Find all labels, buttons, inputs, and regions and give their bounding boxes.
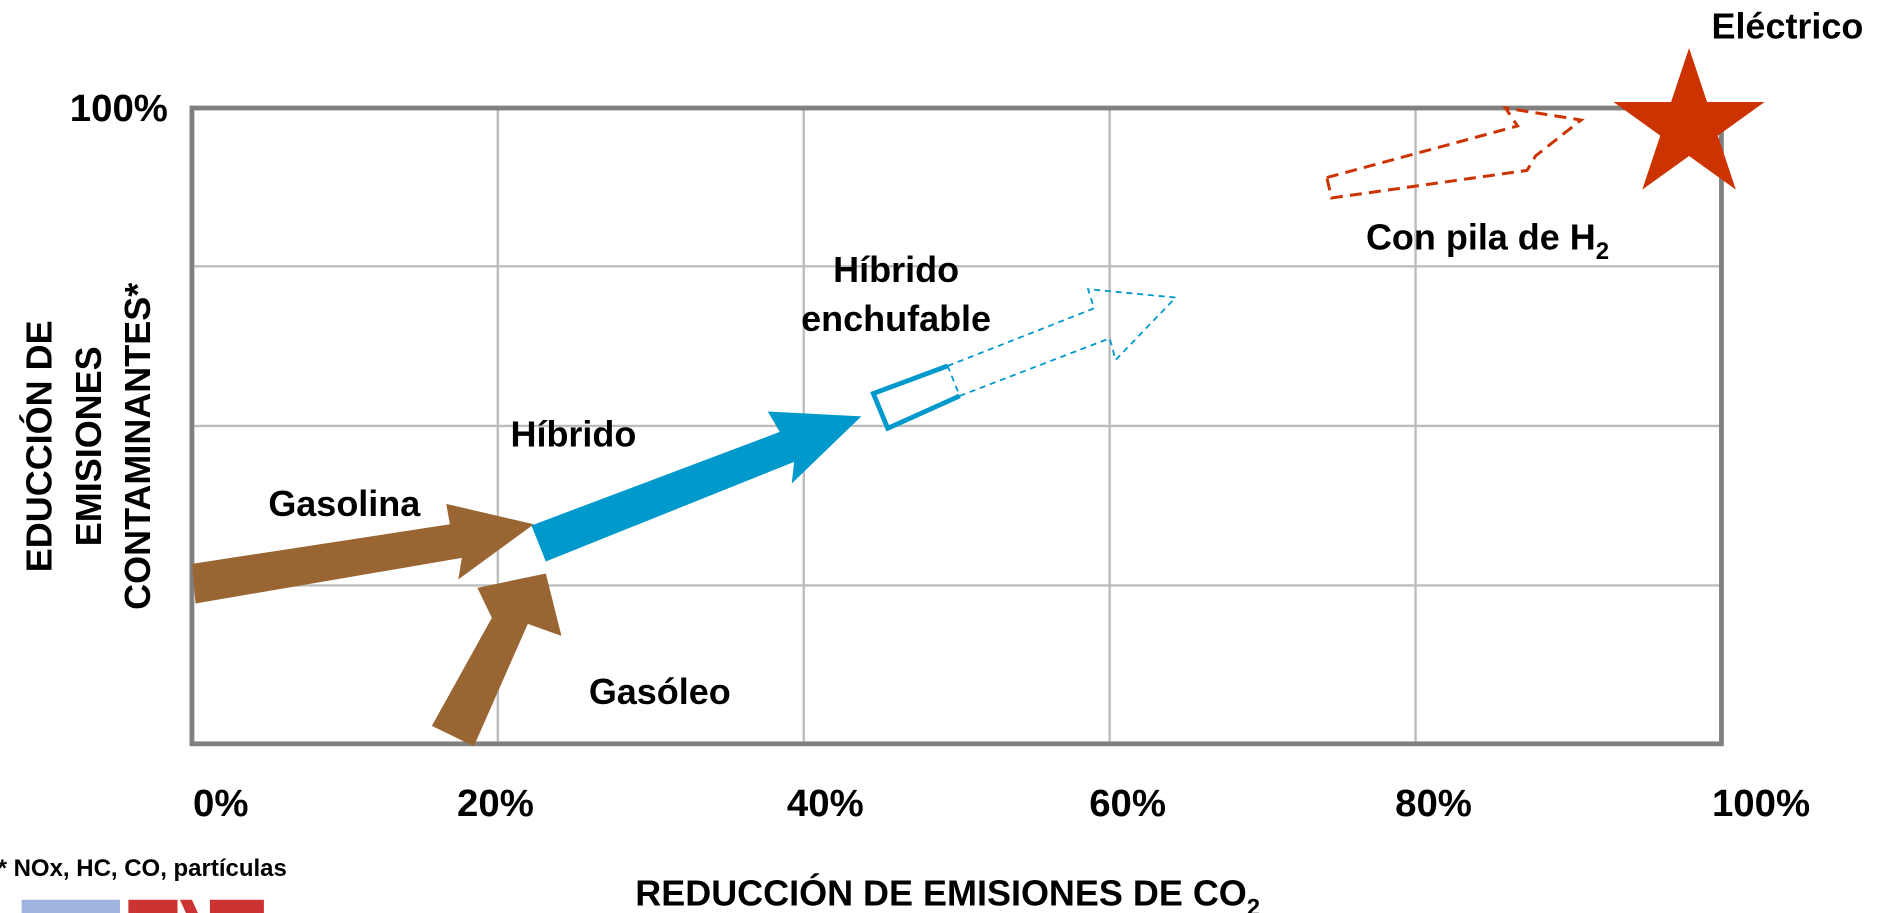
label: Gasolina (268, 483, 421, 524)
enchufable-arrow-base (870, 363, 961, 432)
x-tick-label: 100% (1712, 782, 1810, 825)
hibrido-arrow (531, 411, 862, 562)
label: Eléctrico (1711, 5, 1863, 46)
footnote: * NOx, HC, CO, partículas (0, 855, 287, 882)
x-tick-label: 0% (193, 782, 248, 825)
gasolina-arrow (191, 503, 534, 604)
label: enchufable (801, 298, 991, 339)
grid (191, 108, 1722, 744)
x-tick-label: 40% (787, 782, 864, 825)
logo-part (179, 899, 198, 913)
logo-part (128, 899, 178, 913)
label: Híbrido (833, 249, 959, 290)
gasoleo-arrow (431, 573, 562, 747)
logo-part (209, 899, 264, 913)
plot-frame (189, 105, 1724, 747)
x-tick-label: 20% (457, 782, 534, 825)
x-axis-label: REDUCCIÓN DE EMISIONES DE CO2 (635, 873, 1260, 913)
y-tick-label: 100% (70, 87, 168, 130)
label: Gasóleo (589, 671, 731, 712)
y-axis-label: EDUCCIÓN DE EMISIONES CONTAMINANTES* (19, 283, 158, 610)
logo-part (21, 899, 120, 913)
x-tick-label: 80% (1395, 782, 1472, 825)
electrico-star (1613, 48, 1765, 190)
label: Híbrido (510, 413, 636, 454)
y-axis-label-line: EMISIONES (68, 346, 109, 546)
y-axis-label-line: EDUCCIÓN DE (19, 320, 60, 572)
x-tick-label: 60% (1089, 782, 1166, 825)
label: Con pila de H2 (1366, 217, 1609, 266)
logo (21, 899, 264, 913)
enchufable-arrow (946, 288, 1178, 398)
pila-arrow (1324, 105, 1585, 200)
y-axis-label-line: CONTAMINANTES* (117, 283, 158, 610)
